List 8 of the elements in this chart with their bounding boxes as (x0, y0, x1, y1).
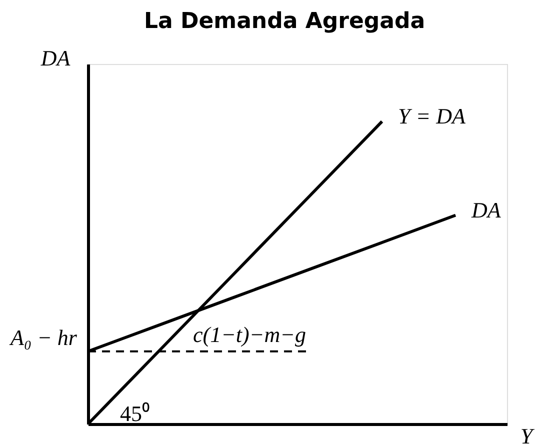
chart-title: La Demanda Agregada (144, 9, 426, 34)
annotation: 45⁰ (120, 401, 150, 426)
annotation: c(1−t)−m−g (193, 322, 306, 347)
series-label: DA (470, 197, 502, 222)
text: A₀ − hr (8, 325, 78, 350)
y-axis-title: DA (40, 46, 71, 70)
x-axis-title: Y (520, 424, 535, 447)
series-label: Y = DA (398, 103, 466, 128)
